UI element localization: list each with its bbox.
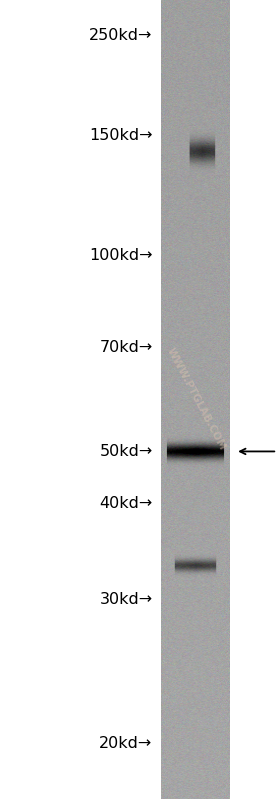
Text: 30kd→: 30kd→ (99, 592, 153, 606)
Text: 40kd→: 40kd→ (99, 496, 153, 511)
Text: 70kd→: 70kd→ (99, 340, 153, 355)
Text: 150kd→: 150kd→ (89, 129, 153, 143)
Text: WWW.PTGLAB.COM: WWW.PTGLAB.COM (165, 347, 227, 452)
Text: 250kd→: 250kd→ (89, 29, 153, 43)
Text: 50kd→: 50kd→ (99, 444, 153, 459)
Text: 100kd→: 100kd→ (89, 248, 153, 263)
Text: 20kd→: 20kd→ (99, 736, 153, 750)
